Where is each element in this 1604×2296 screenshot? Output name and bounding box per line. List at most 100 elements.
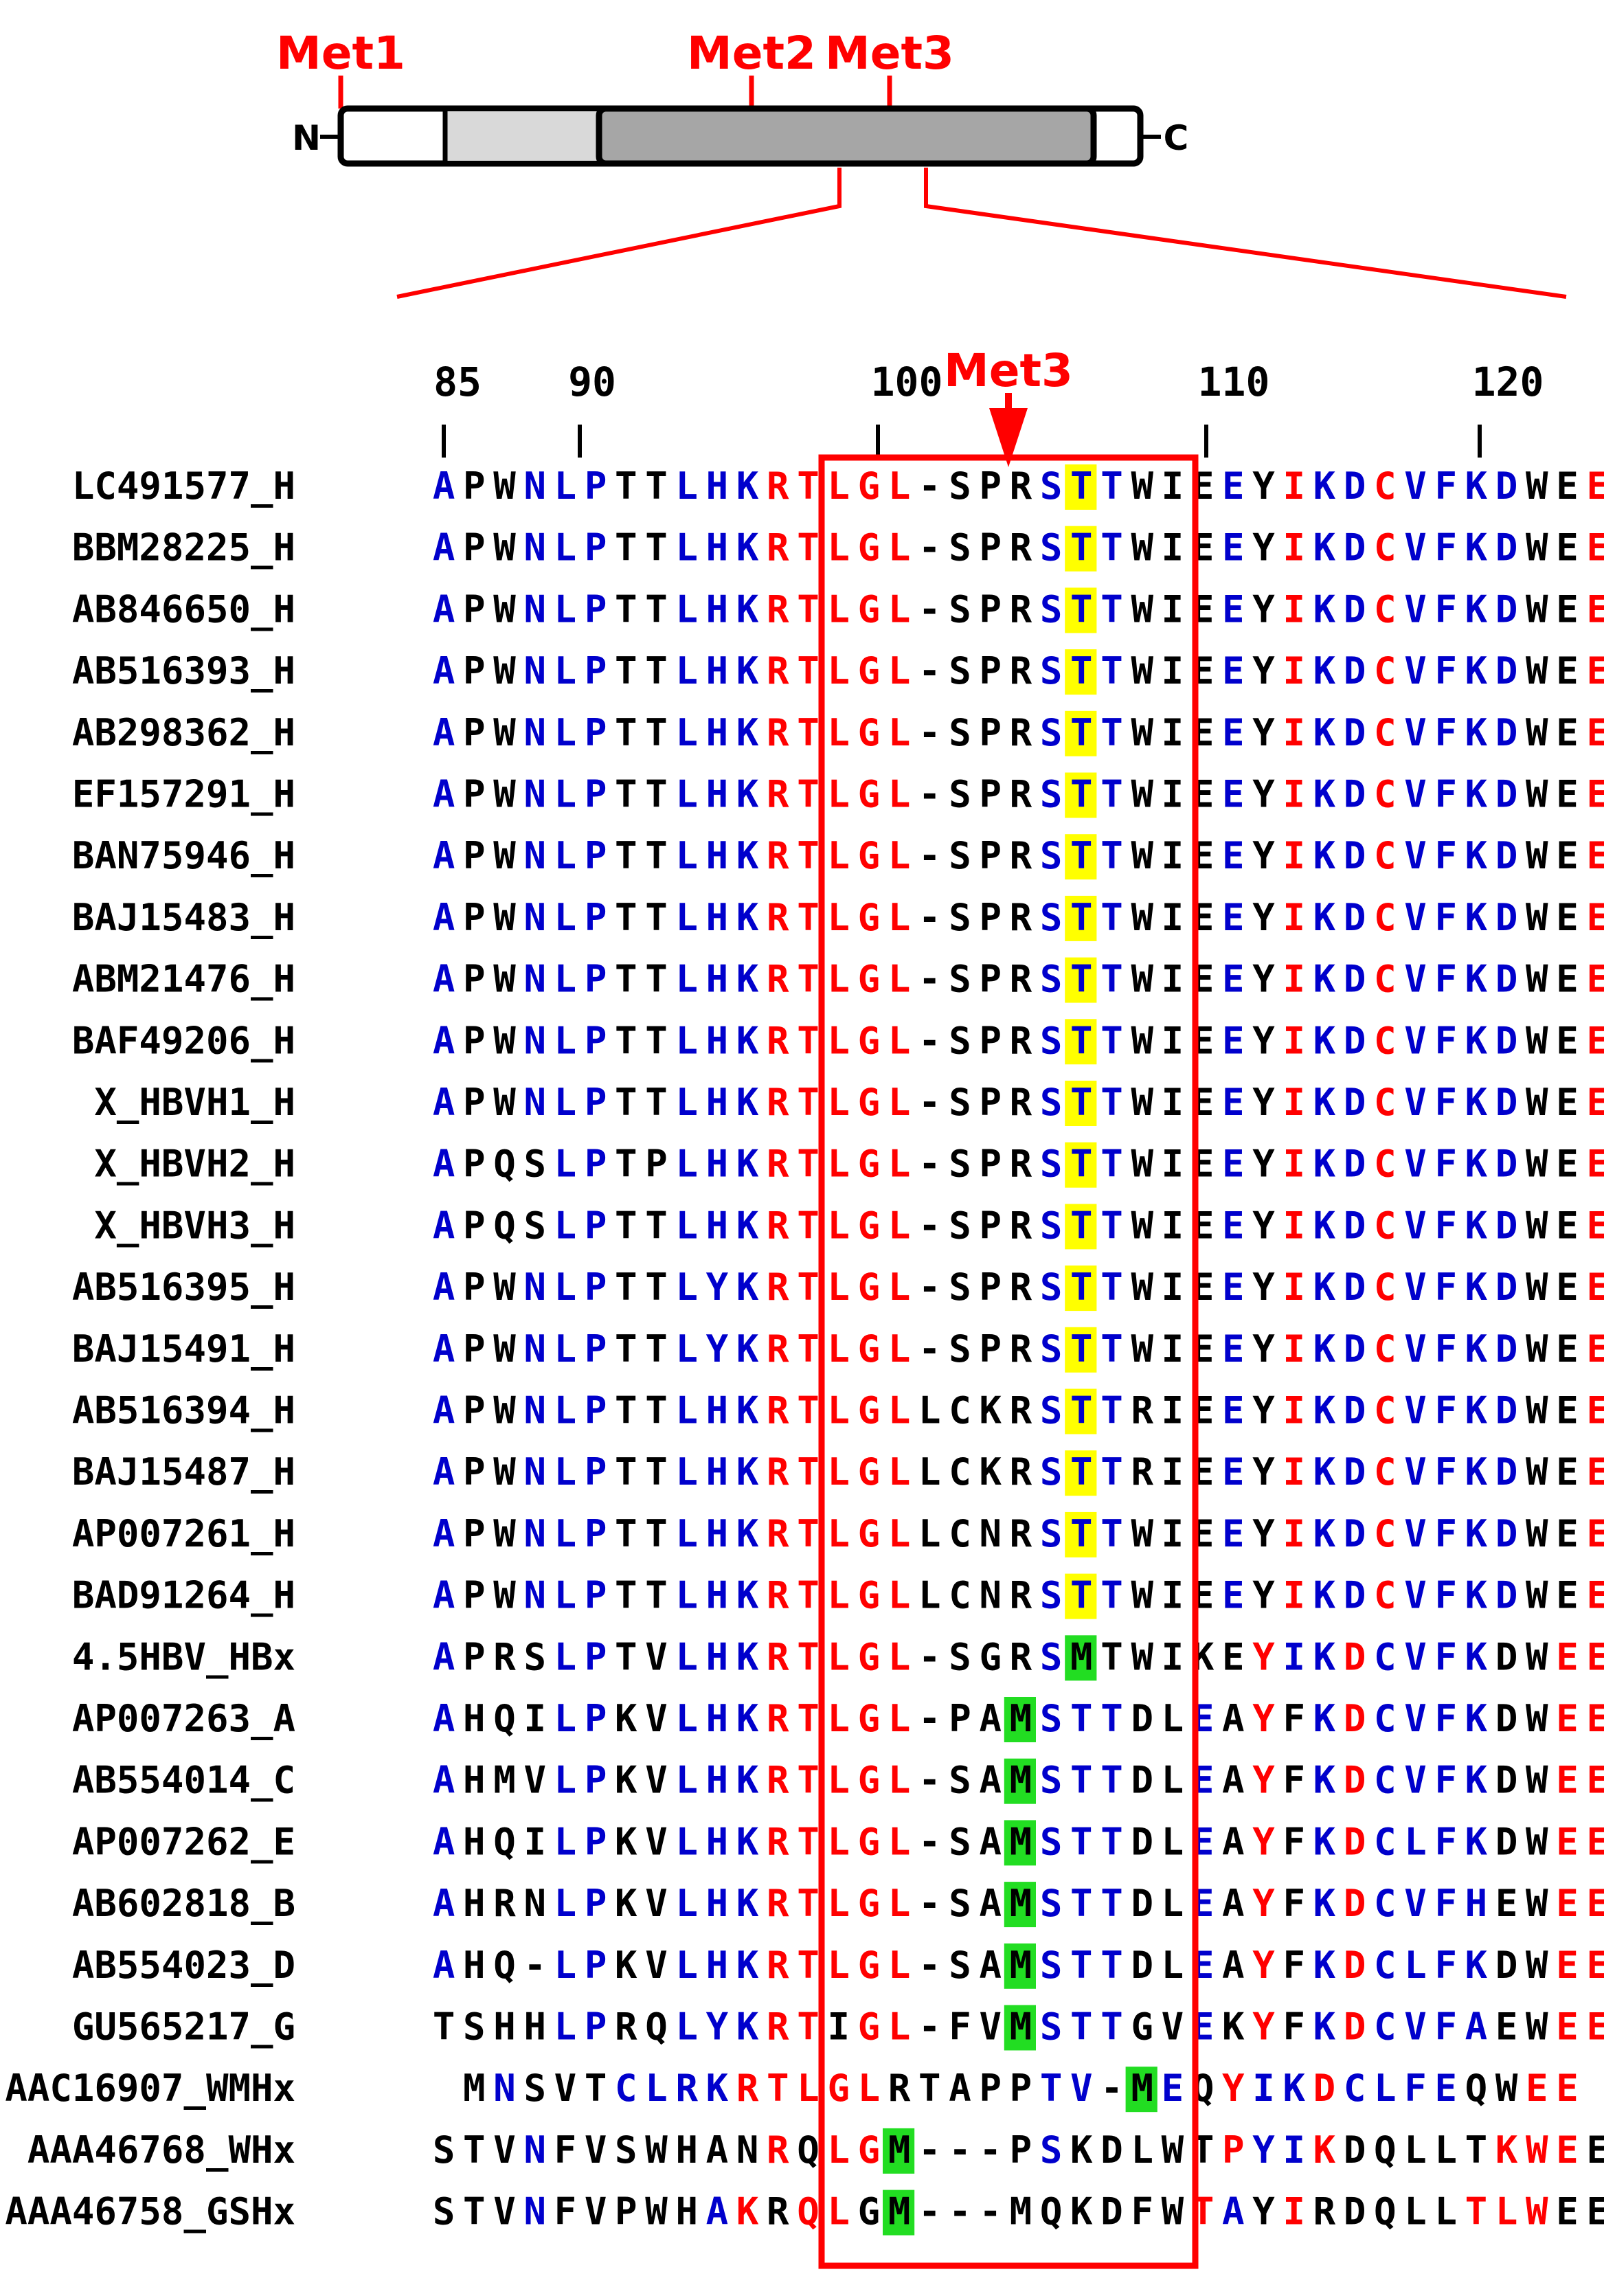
- residue: P: [979, 711, 1002, 754]
- residue: L: [675, 1204, 698, 1247]
- residue: E: [1586, 1327, 1604, 1371]
- residue-highlight: [1004, 1758, 1036, 1804]
- residue: Q: [493, 1143, 516, 1186]
- residue: D: [1344, 1512, 1366, 1555]
- residue: L: [554, 1450, 577, 1494]
- sequence-row: AAA46768_WHx S T V N F V S W H A N R Q L G M - - - P S K D L W T P Y…: [27, 2128, 1604, 2172]
- residue: Y: [1252, 1882, 1275, 1925]
- residue: S: [523, 2067, 546, 2110]
- residue: C: [1374, 896, 1397, 939]
- residue: -: [918, 1820, 941, 1863]
- residue: A: [433, 1389, 455, 1432]
- residue: S: [1040, 2128, 1063, 2172]
- residue: L: [827, 464, 850, 508]
- residue: W: [493, 1081, 516, 1124]
- residue: T: [797, 1081, 820, 1124]
- residue: C: [1374, 1204, 1397, 1247]
- residue: R: [767, 773, 789, 816]
- residue: W: [1131, 649, 1153, 693]
- residue: P: [979, 773, 1002, 816]
- residue: H: [706, 1574, 729, 1617]
- residue: P: [585, 587, 607, 631]
- residue: K: [1313, 464, 1336, 508]
- residue: D: [1344, 711, 1366, 754]
- residue-highlight: [1065, 1635, 1097, 1681]
- residue: A: [979, 1882, 1002, 1925]
- residue: I: [1283, 711, 1305, 754]
- residue: T: [1100, 464, 1123, 508]
- residue: W: [1526, 1389, 1548, 1432]
- residue-highlight: [1065, 710, 1097, 756]
- residue: P: [463, 958, 486, 1001]
- residue: -: [918, 1265, 941, 1309]
- residue: F: [1283, 1759, 1305, 1802]
- residue: C: [1374, 1944, 1397, 1987]
- residue: L: [888, 1389, 911, 1432]
- residue: V: [1404, 526, 1427, 570]
- residue: V: [1404, 1389, 1427, 1432]
- residue: K: [736, 2190, 759, 2233]
- residue: E: [1556, 1327, 1579, 1371]
- residue: R: [1010, 958, 1032, 1001]
- residue: L: [554, 1759, 577, 1802]
- residue: M: [1010, 2190, 1032, 2233]
- residue: D: [1344, 1265, 1366, 1309]
- residue: V: [645, 1820, 668, 1863]
- residue: E: [1556, 649, 1579, 693]
- met1-label: Met1: [276, 27, 405, 80]
- residue: D: [1495, 711, 1518, 754]
- residue: W: [1526, 1265, 1548, 1309]
- sequence-name: BAN75946_H: [72, 834, 295, 877]
- residue: D: [1344, 1019, 1366, 1062]
- residue: R: [767, 1143, 789, 1186]
- residue: D: [1495, 1697, 1518, 1740]
- residue: S: [949, 834, 971, 877]
- residue: L: [888, 526, 911, 570]
- residue: I: [1283, 649, 1305, 693]
- residue: R: [767, 526, 789, 570]
- domain-dark: [596, 105, 1097, 167]
- residue: L: [675, 1882, 698, 1925]
- residue: D: [1344, 1697, 1366, 1740]
- residue: T: [1100, 896, 1123, 939]
- residue: D: [1344, 1081, 1366, 1124]
- residue: I: [1252, 2067, 1275, 2110]
- residue: V: [554, 2067, 577, 2110]
- residue: W: [493, 649, 516, 693]
- focus-arrow-head: [989, 408, 1028, 467]
- residue: L: [675, 773, 698, 816]
- residue: K: [736, 1081, 759, 1124]
- residue: T: [1070, 1820, 1093, 1863]
- residue: F: [1434, 711, 1457, 754]
- residue: D: [1344, 526, 1366, 570]
- residue: P: [979, 2067, 1002, 2110]
- residue: -: [918, 958, 941, 1001]
- residue: I: [1162, 896, 1184, 939]
- met3-region-box: [818, 454, 1199, 2269]
- residue: K: [736, 1820, 759, 1863]
- residue: T: [797, 1697, 820, 1740]
- residue: W: [1526, 958, 1548, 1001]
- residue: T: [615, 958, 637, 1001]
- sequence-name: AP007263_A: [72, 1697, 295, 1740]
- residue: W: [1526, 1759, 1548, 1802]
- residue: E: [1495, 2005, 1518, 2049]
- residue: T: [1070, 1389, 1093, 1432]
- residue: L: [888, 1081, 911, 1124]
- residue: G: [858, 1882, 881, 1925]
- residue: F: [1434, 526, 1457, 570]
- residue: F: [1434, 1944, 1457, 1987]
- sequence-name: AB516393_H: [72, 649, 295, 693]
- residue: W: [1131, 464, 1153, 508]
- residue: L: [888, 1635, 911, 1678]
- residue: R: [1010, 464, 1032, 508]
- residue: T: [797, 958, 820, 1001]
- residue: T: [1100, 1389, 1123, 1432]
- residue: R: [1010, 526, 1032, 570]
- residue: S: [1040, 1081, 1063, 1124]
- residue: T: [645, 587, 668, 631]
- residue-highlight: [1065, 1511, 1097, 1557]
- residue: H: [706, 1759, 729, 1802]
- residue-highlight: [1065, 895, 1097, 941]
- residue: S: [1040, 711, 1063, 754]
